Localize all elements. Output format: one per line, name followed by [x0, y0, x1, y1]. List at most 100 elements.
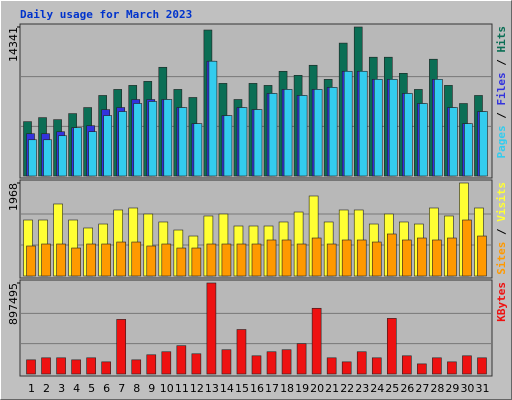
bar — [191, 247, 202, 277]
bar — [373, 79, 383, 177]
bar — [266, 351, 277, 375]
bar — [146, 354, 157, 375]
bar — [281, 349, 292, 375]
bar — [28, 139, 37, 177]
bar — [298, 95, 308, 177]
x-tick-label: 20 — [310, 382, 324, 395]
bar — [176, 247, 187, 277]
bar — [163, 99, 173, 177]
y-tick-label: 897495 — [7, 283, 20, 325]
bar — [208, 60, 218, 177]
bar — [464, 123, 473, 177]
bar — [56, 357, 66, 375]
bar — [404, 93, 413, 177]
bar — [221, 349, 232, 375]
bar — [253, 109, 263, 177]
legend-entry: Visits — [495, 182, 508, 222]
legend: KBytes — [495, 282, 508, 322]
legend-separator: / — [495, 106, 508, 126]
x-tick-label: 25 — [385, 382, 399, 395]
bar — [326, 357, 337, 375]
x-tick-label: 14 — [220, 382, 234, 395]
bar — [477, 357, 487, 375]
bar — [238, 107, 248, 177]
bar — [103, 115, 112, 177]
bar — [311, 237, 322, 277]
legend-entry: Sites — [495, 242, 508, 275]
bar — [236, 329, 247, 375]
bar — [268, 93, 278, 177]
x-tick-label: 3 — [58, 382, 65, 395]
x-tick-label: 29 — [445, 382, 459, 395]
bar — [328, 87, 338, 177]
bar — [236, 243, 247, 277]
x-tick-label: 16 — [250, 382, 264, 395]
x-tick-label: 15 — [235, 382, 249, 395]
x-tick-label: 23 — [355, 382, 369, 395]
bar — [58, 135, 67, 177]
bar — [101, 243, 111, 277]
bar — [434, 79, 443, 177]
legend-entry: KBytes — [495, 282, 508, 322]
bar — [176, 345, 187, 375]
bar — [386, 233, 397, 277]
bar — [178, 107, 188, 177]
bar — [358, 70, 368, 177]
x-tick-label: 5 — [88, 382, 95, 395]
bar — [251, 243, 262, 277]
bar — [41, 243, 51, 277]
legend-entry: Pages — [495, 125, 508, 158]
legend-separator: / — [495, 53, 508, 73]
bar — [283, 89, 293, 177]
y-tick-label: 1968 — [7, 183, 20, 211]
bar — [311, 307, 322, 375]
bar — [371, 241, 382, 277]
x-tick-label: 31 — [475, 382, 489, 395]
bar — [419, 103, 428, 177]
bar — [148, 101, 158, 177]
x-tick-label: 8 — [133, 382, 140, 395]
x-tick-label: 11 — [175, 382, 189, 395]
bar — [71, 359, 81, 375]
bar — [462, 355, 472, 375]
legend-entry: Hits — [495, 26, 508, 53]
y-tick-label: 14341 — [7, 27, 20, 62]
legend: Sites / Visits — [495, 182, 508, 275]
bar — [341, 361, 352, 375]
x-tick-label: 10 — [160, 382, 174, 395]
bar — [223, 115, 233, 177]
bar — [432, 239, 442, 277]
bar — [266, 239, 277, 277]
bar — [191, 353, 202, 375]
bar — [432, 357, 442, 375]
x-tick-label: 21 — [325, 382, 339, 395]
bar — [388, 79, 398, 177]
x-tick-label: 7 — [118, 382, 125, 395]
chart-title: Daily usage for March 2023 — [20, 8, 192, 21]
bar — [131, 359, 142, 375]
bar — [73, 127, 82, 177]
x-tick-label: 26 — [400, 382, 414, 395]
bar — [371, 357, 382, 375]
bar — [118, 111, 128, 177]
x-tick-label: 28 — [430, 382, 444, 395]
x-tick-label: 2 — [43, 382, 50, 395]
bar — [86, 243, 96, 277]
bar — [161, 243, 172, 277]
bar — [341, 239, 352, 277]
bar — [402, 355, 412, 375]
bar — [88, 131, 97, 177]
x-tick-label: 1 — [28, 382, 35, 395]
legend-entry: Files — [495, 72, 508, 105]
bar — [417, 363, 427, 375]
x-tick-label: 27 — [415, 382, 429, 395]
legend: Pages / Files / Hits — [495, 26, 508, 159]
bar — [281, 239, 292, 277]
bar — [221, 243, 232, 277]
bar — [313, 89, 323, 177]
x-tick-label: 18 — [280, 382, 294, 395]
bar — [71, 247, 81, 277]
bar — [86, 357, 96, 375]
bar — [296, 343, 307, 375]
